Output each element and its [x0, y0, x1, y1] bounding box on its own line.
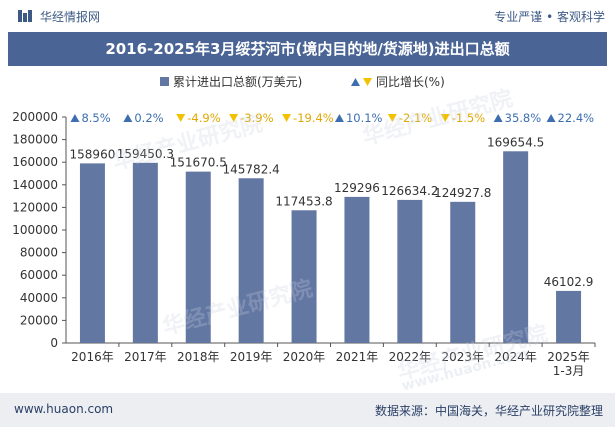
legend-up-triangle-icon: [351, 78, 360, 86]
growth-up-triangle-icon: [334, 114, 344, 122]
growth-up-triangle-icon: [123, 114, 133, 122]
y-tick-label: 0: [50, 336, 58, 350]
bar: [344, 196, 370, 343]
growth-up-triangle-icon: [70, 114, 80, 122]
bar-chart: 累计进出口总额(万美元) 同比增长(%) 0 20000 40000 60000 80000…: [12, 75, 596, 378]
bar: [556, 290, 582, 343]
brand-name: 华经情报网: [40, 10, 101, 24]
growth-label: -3.9%: [240, 111, 273, 125]
bar: [291, 210, 317, 343]
x-tick-label: 2017年: [124, 350, 167, 364]
y-tick-label: 40000: [20, 291, 58, 305]
x-tick-label: 2025年: [547, 350, 590, 364]
tagline: 专业严谨 • 客观科学: [494, 10, 605, 24]
legend-bar-swatch: [160, 77, 169, 86]
x-tick-label: 2024年: [494, 350, 537, 364]
bar-value-label: 117453.8: [275, 194, 332, 208]
footer: www.huaon.com 数据来源：中国海关，华经产业研究院整理: [0, 393, 615, 427]
y-tick-label: 200000: [12, 110, 58, 124]
bar: [450, 201, 476, 343]
huajing-logo-icon: [18, 10, 32, 22]
growth-down-triangle-icon: [282, 114, 292, 122]
growth-up-triangle-icon: [546, 114, 556, 122]
growth-up-triangle-icon: [493, 114, 503, 122]
legend-bar-label: 累计进出口总额(万美元): [173, 75, 302, 89]
bar: [503, 151, 529, 343]
bar-value-label: 46102.9: [544, 275, 594, 289]
bar-value-label: 159450.3: [117, 147, 174, 161]
growth-down-triangle-icon: [176, 114, 186, 122]
bar: [185, 171, 211, 343]
bar: [238, 178, 264, 343]
chart-title: 2016-2025年3月绥芬河市(境内目的地/货源地)进出口总额: [8, 32, 607, 66]
y-tick-label: 20000: [20, 313, 58, 327]
bar-value-label: 145782.4: [223, 162, 280, 176]
x-tick-label: 2018年: [177, 350, 220, 364]
x-tick-label: 2021年: [336, 350, 379, 364]
x-tick-label: 2016年: [71, 350, 114, 364]
bar-value-label: 169654.5: [487, 135, 544, 149]
growth-label: -4.9%: [187, 111, 220, 125]
website-link[interactable]: www.huaon.com: [14, 402, 114, 416]
x-tick-label: 1-3月: [553, 364, 585, 378]
y-tick-label: 60000: [20, 268, 58, 282]
y-tick-label: 120000: [12, 200, 58, 214]
bar: [79, 163, 105, 343]
growth-label: 22.4%: [558, 111, 595, 125]
growth-label: 8.5%: [81, 111, 110, 125]
y-tick-label: 100000: [12, 223, 58, 237]
bar: [397, 199, 423, 343]
growth-label: -19.4%: [293, 111, 334, 125]
bar-value-label: 126634.2: [381, 184, 438, 198]
y-tick-label: 180000: [12, 133, 58, 147]
bar-value-label: 129296: [334, 181, 380, 195]
x-tick-label: 2019年: [230, 350, 273, 364]
data-source: 数据来源：中国海关，华经产业研究院整理: [374, 404, 603, 418]
bar-value-label: 158960: [70, 147, 116, 161]
growth-down-triangle-icon: [440, 114, 450, 122]
growth-label: -2.1%: [399, 111, 432, 125]
header: 华经情报网 专业严谨 • 客观科学: [0, 0, 615, 32]
growth-label: -1.5%: [452, 111, 485, 125]
x-tick-label: 2020年: [283, 350, 326, 364]
x-tick-label: 2022年: [389, 350, 432, 364]
growth-label: 35.8%: [505, 111, 542, 125]
y-tick-label: 160000: [12, 155, 58, 169]
bar: [132, 162, 158, 343]
growth-down-triangle-icon: [387, 114, 397, 122]
y-tick-label: 80000: [20, 246, 58, 260]
growth-label: 0.2%: [134, 111, 163, 125]
bar-value-label: 151670.5: [170, 156, 227, 170]
legend-change-label: 同比增长(%): [376, 75, 445, 89]
growth-down-triangle-icon: [229, 114, 239, 122]
x-tick-label: 2023年: [441, 350, 484, 364]
bar-value-label: 124927.8: [434, 186, 491, 200]
legend-down-triangle-icon: [363, 78, 372, 86]
growth-label: 10.1%: [346, 111, 383, 125]
y-tick-label: 140000: [12, 178, 58, 192]
